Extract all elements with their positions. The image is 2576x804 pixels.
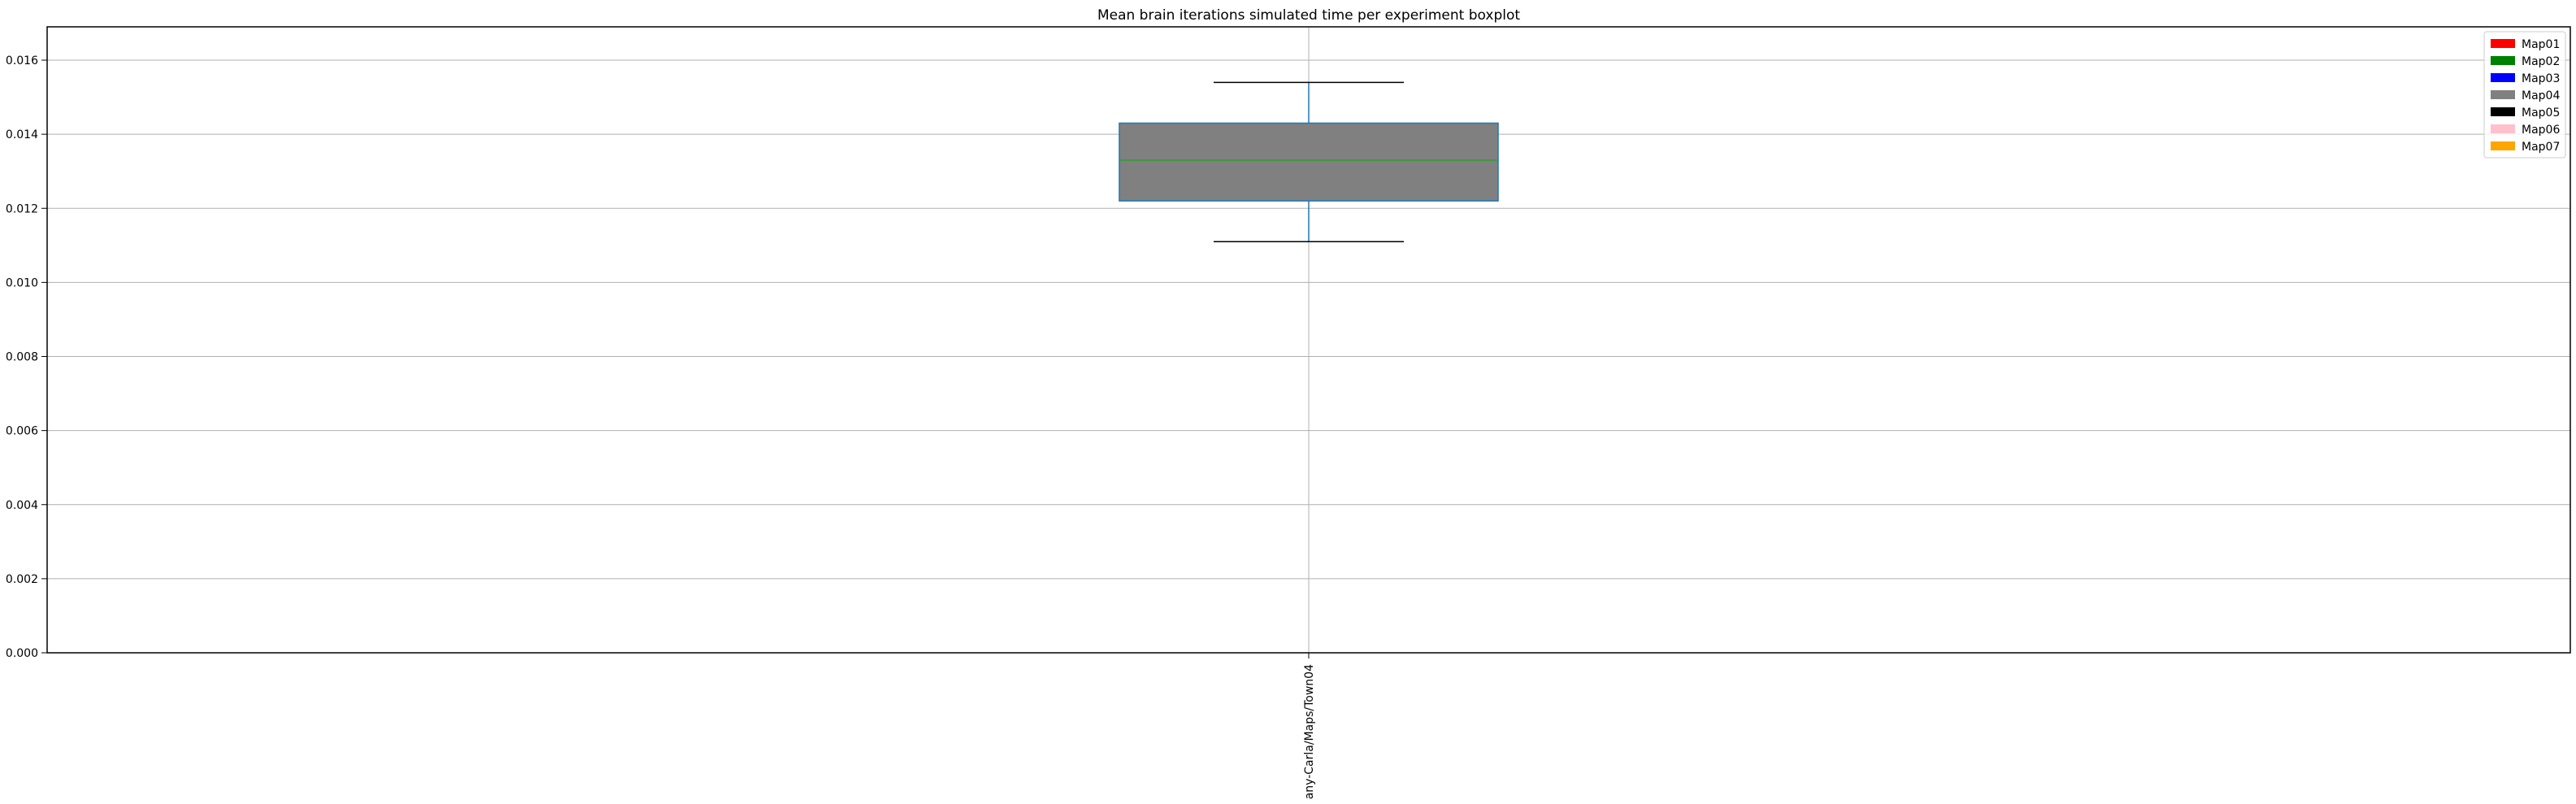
- legend-label: Map05: [2522, 106, 2560, 120]
- y-tick-label: 0.000: [6, 647, 38, 660]
- legend-label: Map06: [2522, 124, 2560, 137]
- chart-title: Mean brain iterations simulated time per…: [1097, 7, 1520, 24]
- y-axis: 0.000 0.002 0.004 0.006 0.008 0.010 0.012 0.014…: [6, 54, 47, 660]
- legend-label: Map07: [2522, 141, 2560, 154]
- y-tick-label: 0.014: [6, 128, 38, 141]
- x-tick-label: any-Carla/Maps/Town04: [1303, 664, 1316, 799]
- legend-label: Map04: [2522, 89, 2560, 102]
- legend-swatch: [2491, 56, 2515, 65]
- legend-label: Map02: [2522, 55, 2560, 68]
- iqr-box: [1119, 122, 1499, 202]
- y-tick-label: 0.002: [6, 573, 38, 586]
- box-layer: [1119, 81, 1499, 243]
- legend-swatch: [2491, 107, 2515, 116]
- y-tick-label: 0.004: [6, 499, 38, 512]
- x-axis: any-Carla/Maps/Town04: [1303, 653, 1316, 799]
- legend-label: Map01: [2522, 38, 2560, 51]
- legend-swatch: [2491, 124, 2515, 133]
- y-tick-label: 0.016: [6, 54, 38, 67]
- legend-swatch: [2491, 39, 2515, 48]
- legend: Map01 Map02 Map03 Map04 Map05 Map06 Map07: [2483, 31, 2566, 159]
- y-tick-label: 0.010: [6, 276, 38, 289]
- box-group: [1119, 81, 1499, 243]
- y-tick-label: 0.008: [6, 351, 38, 364]
- y-tick-label: 0.012: [6, 202, 38, 215]
- grid-lines: [47, 27, 2570, 654]
- legend-swatch: [2491, 90, 2515, 99]
- y-tick-label: 0.006: [6, 425, 38, 438]
- plot-frame: [46, 26, 2571, 654]
- legend-swatch: [2491, 141, 2515, 150]
- legend-swatch: [2491, 73, 2515, 82]
- legend-label: Map03: [2522, 72, 2560, 85]
